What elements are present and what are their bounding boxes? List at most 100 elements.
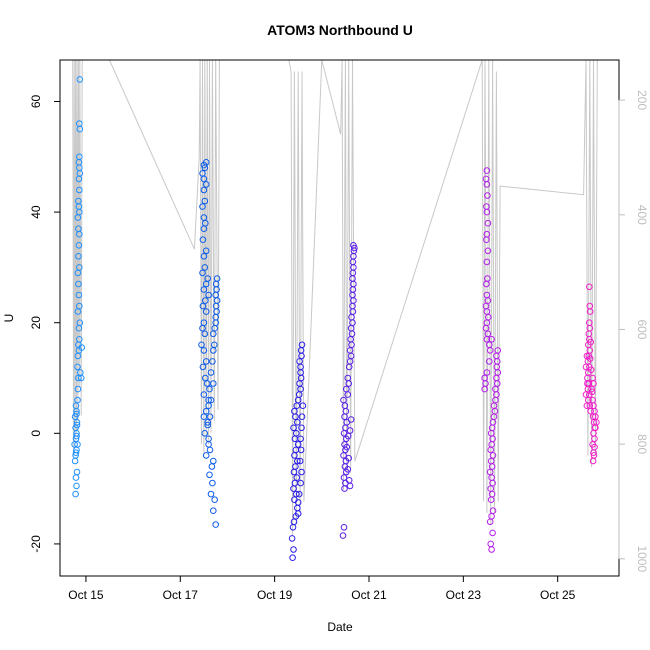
data-point-series-3 [298, 468, 305, 476]
data-point-series-6 [582, 363, 590, 371]
data-point-series-3 [299, 402, 307, 410]
data-point-series-4 [343, 385, 350, 393]
data-point-series-1 [75, 374, 82, 382]
data-point-series-6 [586, 319, 593, 327]
data-point-series-1 [76, 186, 83, 194]
x-tick-label: Oct 19 [257, 588, 293, 602]
data-point-series-1 [75, 280, 82, 288]
data-point-series-2 [205, 402, 212, 410]
data-point-series-2 [210, 380, 217, 387]
x-axis-label: Date [327, 620, 353, 634]
data-point-series-2 [207, 490, 215, 498]
data-point-series-2 [202, 297, 209, 304]
data-point-series-4 [351, 244, 358, 252]
data-point-series-2 [206, 471, 213, 479]
data-point-series-2 [205, 291, 212, 299]
data-point-series-1 [76, 153, 83, 161]
data-point-series-1 [75, 225, 82, 232]
data-point-series-5 [488, 513, 495, 520]
data-point-series-5 [487, 457, 495, 465]
data-point-series-1 [76, 120, 83, 127]
data-point-series-3 [291, 407, 298, 415]
data-point-series-3 [294, 419, 301, 426]
data-point-series-3 [290, 485, 297, 492]
data-point-series-5 [489, 452, 497, 459]
data-point-series-3 [298, 341, 306, 349]
data-point-series-5 [486, 358, 493, 365]
data-point-series-3 [288, 535, 296, 542]
data-point-series-6 [586, 283, 593, 291]
data-point-series-3 [296, 457, 304, 465]
data-point-series-2 [202, 358, 210, 365]
data-point-series-1 [72, 449, 80, 457]
data-point-series-6 [587, 366, 595, 374]
data-point-series-6 [588, 388, 596, 396]
data-point-series-3 [290, 546, 297, 553]
data-point-series-2 [201, 430, 209, 437]
data-point-series-1 [74, 363, 81, 371]
data-point-series-5 [494, 347, 502, 354]
data-point-series-6 [590, 452, 598, 459]
x-axis: Oct 15 Oct 17 Oct 19 Oct 21 Oct 23 Oct 25 [68, 575, 576, 602]
data-point-series-4 [349, 291, 356, 299]
data-point-series-2 [202, 452, 210, 459]
data-point-series-4 [340, 396, 347, 404]
depth-profile-lines [72, 59, 598, 536]
data-point-series-4 [344, 466, 352, 473]
data-point-series-2 [202, 308, 210, 315]
data-point-series-4 [346, 482, 354, 490]
data-point-series-5 [483, 291, 491, 299]
x-tick-label: Oct 15 [68, 588, 104, 602]
data-point-series-5 [493, 374, 500, 382]
data-point-series-4 [344, 374, 352, 382]
data-point-series-5 [482, 175, 490, 183]
data-point-series-6 [587, 338, 595, 346]
data-point-series-1 [78, 344, 85, 351]
data-point-series-1 [75, 291, 83, 299]
data-point-series-5 [488, 336, 495, 343]
data-point-series-2 [210, 457, 217, 465]
data-point-series-1 [77, 369, 84, 376]
data-point-series-6 [587, 407, 595, 415]
data-point-series-2 [209, 479, 216, 487]
data-point-series-4 [346, 427, 354, 434]
data-point-series-2 [201, 330, 209, 338]
right-tick-label: 800 [635, 434, 649, 454]
data-point-series-2 [199, 236, 207, 243]
data-point-series-5 [482, 302, 490, 310]
data-point-series-6 [583, 402, 591, 410]
data-point-series-1 [74, 441, 81, 448]
x-tick-label: Oct 21 [351, 588, 387, 602]
data-point-series-1 [75, 252, 82, 260]
data-point-series-1 [73, 421, 81, 429]
data-point-series-5 [487, 540, 495, 548]
data-point-series-5 [492, 385, 499, 393]
data-point-series-3 [293, 474, 301, 481]
data-point-series-5 [488, 441, 495, 448]
data-point-series-2 [208, 463, 216, 470]
data-point-series-3 [294, 504, 301, 512]
data-point-series-1 [76, 264, 83, 271]
data-point-series-4 [347, 416, 355, 423]
right-tick-label: 400 [635, 205, 649, 225]
data-point-series-2 [202, 181, 210, 188]
data-point-series-4 [343, 443, 351, 451]
data-point-series-1 [74, 385, 82, 393]
data-point-series-4 [349, 269, 357, 277]
depth-line [72, 59, 598, 536]
data-point-series-2 [200, 347, 208, 354]
data-point-series-3 [293, 430, 300, 437]
data-point-series-1 [73, 482, 80, 490]
x-tick-label: Oct 17 [163, 588, 199, 602]
data-point-series-5 [488, 546, 495, 553]
data-point-series-4 [339, 532, 347, 539]
data-point-series-1 [76, 302, 83, 310]
data-point-series-2 [210, 330, 217, 338]
data-point-series-1 [73, 410, 80, 418]
data-point-series-4 [340, 524, 348, 531]
data-point-series-2 [206, 413, 214, 421]
y-tick-label: 60 [29, 94, 43, 108]
data-point-series-2 [200, 391, 208, 398]
data-point-series-2 [203, 380, 211, 387]
data-point-series-4 [344, 432, 352, 440]
